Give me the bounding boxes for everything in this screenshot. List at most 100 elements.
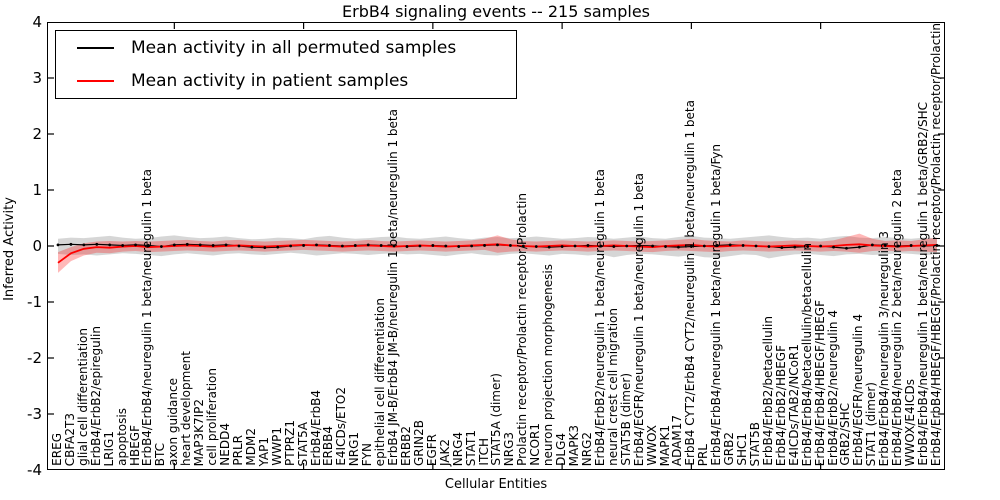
data-point-marker — [392, 244, 396, 248]
data-point-marker — [315, 243, 318, 247]
data-point-marker — [883, 244, 887, 247]
legend-label: Mean activity in patient samples — [131, 71, 409, 92]
data-point-marker — [651, 244, 654, 248]
x-tick-label: NRG4 — [450, 431, 465, 466]
chart-title: ErbB4 signaling events -- 215 samples — [342, 2, 650, 21]
y-tick-label: 2 — [32, 125, 42, 143]
data-point-marker — [625, 244, 629, 248]
data-point-marker — [741, 244, 745, 247]
data-point-marker — [896, 244, 900, 248]
data-point-marker — [172, 243, 176, 247]
data-point-marker — [108, 243, 112, 247]
x-tick-label: ErbB4 CYT2/ErbB4 CYT2/neuregulin 1 beta/… — [683, 100, 698, 466]
x-tick-label: EGFR — [424, 433, 439, 466]
x-tick-label: WWOX — [644, 425, 659, 466]
x-tick-label: ErbB4/ErbB4/HBEGF/HBEGF — [812, 299, 827, 466]
y-tick-label: -1 — [27, 293, 42, 311]
data-point-marker — [534, 245, 538, 248]
x-tick-label: ErbB4/ErbB4/neuregulin 1 beta/neuregulin… — [140, 168, 155, 466]
data-point-marker — [664, 245, 667, 248]
data-point-marker — [483, 244, 486, 247]
legend: Mean activity in all permuted samples Mea… — [55, 30, 517, 99]
x-tick-label: ErbB4 JM-B/ErbB4 JM-B/neuregulin 1 beta/… — [386, 109, 401, 466]
x-tick-label: PTPRZ1 — [282, 420, 297, 466]
data-point-marker — [586, 244, 590, 247]
data-point-marker — [353, 244, 357, 247]
data-point-marker — [677, 245, 680, 249]
data-point-marker — [560, 245, 564, 248]
x-tick-label: STAT5A — [295, 421, 310, 466]
x-tick-label: apoptosis — [114, 408, 129, 466]
y-tick-label: 1 — [32, 181, 42, 199]
legend-entry: Mean activity in all permuted samples — [56, 33, 516, 63]
data-point-marker — [302, 244, 305, 247]
data-point-marker — [457, 245, 461, 248]
x-tick-label: STAT5B (dimer) — [618, 373, 633, 466]
x-tick-label: ErbB4/ErbB2/neuregulin 1 beta/neuregulin… — [592, 168, 607, 466]
data-point-marker — [780, 246, 784, 250]
data-point-marker — [198, 243, 202, 247]
data-point-marker — [689, 245, 693, 248]
x-tick-label: ErbB4/ErbB4/neuregulin 1 beta/neuregulin… — [709, 144, 724, 466]
y-tick-label: 4 — [32, 13, 42, 31]
x-tick-label: GRIN2B — [411, 419, 426, 466]
data-point-marker — [845, 246, 848, 250]
legend-entry: Mean activity in patient samples — [56, 66, 516, 96]
x-tick-label: ErbB4/ErbB4/HBEGF/HBEGF/Prolactin recept… — [928, 22, 943, 466]
data-point-marker — [702, 244, 706, 248]
x-tick-label: NRG2 — [579, 431, 594, 466]
y-tick-label: -4 — [27, 461, 42, 479]
data-point-marker — [56, 243, 60, 247]
legend-line-swatch — [77, 46, 114, 49]
data-point-marker — [521, 244, 525, 248]
data-point-marker — [922, 244, 926, 248]
data-point-marker — [754, 244, 758, 248]
data-point-marker — [418, 244, 422, 248]
data-point-marker — [832, 245, 835, 249]
data-point-marker — [819, 244, 823, 248]
data-point-marker — [728, 243, 732, 247]
x-tick-label: CBFA2T3 — [62, 412, 77, 466]
legend-line-swatch — [77, 80, 114, 83]
patient-band — [58, 233, 937, 273]
data-point-marker — [405, 245, 409, 248]
data-point-marker — [211, 244, 215, 247]
data-point-marker — [276, 245, 280, 249]
data-point-marker — [366, 243, 370, 247]
data-point-marker — [793, 245, 797, 249]
data-point-marker — [82, 243, 86, 247]
data-point-marker — [470, 244, 474, 248]
x-axis-label: Cellular Entities — [444, 477, 548, 492]
data-point-marker — [431, 244, 435, 247]
x-tick-label: JAK2 — [437, 438, 452, 466]
data-point-marker — [806, 245, 810, 248]
x-tick-label: ErbB4/ErbB2/HBEGF — [773, 344, 788, 466]
data-point-marker — [185, 242, 189, 246]
data-point-marker — [612, 245, 616, 248]
data-point-marker — [250, 245, 254, 249]
data-point-marker — [328, 244, 331, 247]
y-tick-label: 0 — [32, 237, 42, 255]
legend-label: Mean activity in all permuted samples — [131, 37, 457, 58]
data-point-marker — [224, 243, 228, 247]
x-tick-label: PRLR — [230, 435, 245, 466]
data-point-marker — [95, 242, 99, 246]
y-tick-label: -3 — [27, 405, 42, 423]
x-tick-label: STAT1 — [463, 429, 478, 466]
data-point-marker — [767, 245, 771, 248]
data-point-marker — [858, 245, 861, 249]
data-point-marker — [599, 244, 603, 248]
x-tick-label: neural crest cell migration — [605, 308, 620, 466]
data-point-marker — [379, 244, 383, 247]
x-tick-label: MDM2 — [243, 428, 258, 466]
data-point-marker — [289, 244, 293, 248]
data-point-marker — [134, 243, 137, 247]
x-tick-label: ErbB4/ErbB2/epiregulin — [88, 326, 103, 466]
data-point-marker — [121, 244, 125, 247]
x-tick-label: ErbB4/ErbB2/betacellulin — [760, 316, 775, 466]
x-tick-label: E4ICDs/TAB2/NCoR1 — [786, 344, 801, 466]
data-point-marker — [509, 244, 512, 247]
data-point-marker — [547, 245, 551, 249]
x-tick-label: ErbB4/EGFR/neuregulin 1 beta/neuregulin … — [631, 172, 646, 466]
